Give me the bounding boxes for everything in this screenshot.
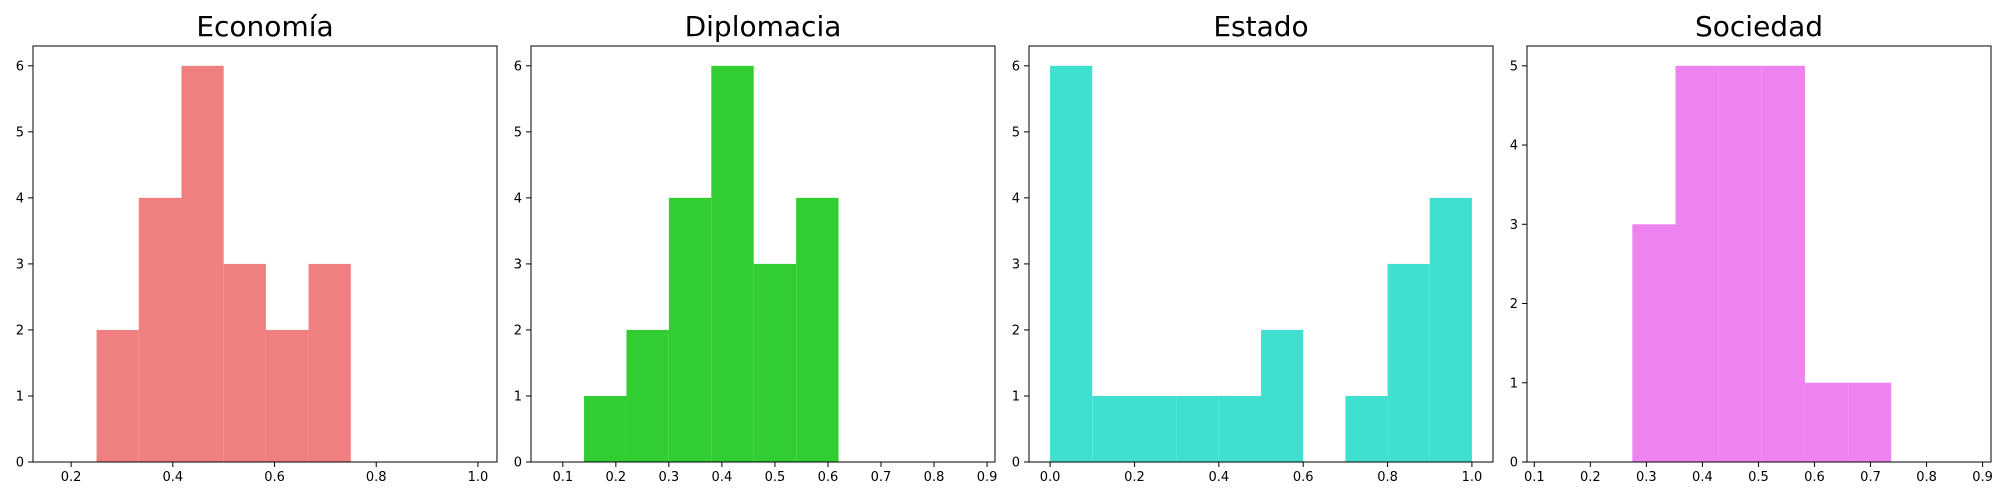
x-tick-label: 0.4 xyxy=(1692,470,1713,485)
x-tick-label: 0.8 xyxy=(924,470,945,485)
histogram-bar xyxy=(711,65,754,463)
x-tick-label: 0.0 xyxy=(1040,470,1061,485)
y-tick-label: 2 xyxy=(1510,297,1518,312)
y-tick-label: 6 xyxy=(514,59,522,74)
histogram-bar xyxy=(1387,263,1430,462)
x-tick-label: 0.3 xyxy=(1636,470,1657,485)
histogram-bar xyxy=(1345,395,1388,462)
histogram-bar xyxy=(1261,329,1304,462)
x-tick-label: 0.8 xyxy=(1916,470,1937,485)
histogram-bar xyxy=(1848,382,1892,462)
histogram-bar xyxy=(1718,65,1762,463)
x-tick-label: 0.1 xyxy=(1524,470,1545,485)
chart-title: Estado xyxy=(1213,10,1308,43)
subplot-1: Economía 0.2 0.4 0.6 0.8 1.0 0 1 2 3 4 5 6 xyxy=(16,10,498,485)
x-tick-label: 1.0 xyxy=(1462,470,1483,485)
x-tick-label: 0.2 xyxy=(1580,470,1601,485)
y-tick-label: 3 xyxy=(1510,218,1518,233)
histogram-bar xyxy=(1804,382,1849,462)
y-tick-label: 2 xyxy=(1012,323,1020,338)
subplot-3: Estado 0.0 0.2 0.4 0.6 0.8 1.0 0 1 2 3 4 5 6 xyxy=(1012,10,1494,485)
histogram-bar xyxy=(668,197,712,462)
chart-title: Sociedad xyxy=(1695,10,1823,43)
x-tick-label: 0.5 xyxy=(765,470,786,485)
x-tick-label: 0.4 xyxy=(162,470,183,485)
histogram-bar xyxy=(1050,65,1093,463)
histogram-bar xyxy=(1134,395,1177,462)
x-tick-label: 0.4 xyxy=(1208,470,1229,485)
histogram-bar xyxy=(626,329,669,462)
subplot-4: Sociedad 0.1 0.2 0.3 0.4 0.5 0.6 0.7 0.8 0.9 0 1 2 3 4… xyxy=(1510,10,1993,485)
x-tick-label: 0.2 xyxy=(606,470,627,485)
y-tick-label: 4 xyxy=(16,191,24,206)
histogram-bar xyxy=(138,197,182,462)
histogram-bar xyxy=(1761,65,1805,463)
histogram-bar xyxy=(1092,395,1135,462)
x-tick-label: 0.4 xyxy=(712,470,733,485)
y-tick-label: 6 xyxy=(1012,59,1020,74)
y-tick-label: 5 xyxy=(514,125,522,140)
y-tick-label: 4 xyxy=(1510,139,1518,154)
y-tick-label: 4 xyxy=(514,191,522,206)
x-tick-label: 0.6 xyxy=(818,470,839,485)
x-tick-label: 0.5 xyxy=(1748,470,1769,485)
histogram-bar xyxy=(1429,197,1472,462)
y-tick-label: 4 xyxy=(1012,191,1020,206)
y-tick-label: 3 xyxy=(514,257,522,272)
y-tick-label: 3 xyxy=(1012,257,1020,272)
subplot-2: Diplomacia 0.1 0.2 0.3 0.4 0.5 0.6 0.7 0.8 0.9 0 1 2… xyxy=(514,10,998,485)
axes-frame xyxy=(1526,45,1992,463)
histogram-bar xyxy=(181,65,224,463)
axes-frame xyxy=(530,45,996,463)
chart-title: Diplomacia xyxy=(685,10,842,43)
histogram-bar xyxy=(1176,395,1219,462)
x-tick-label: 0.6 xyxy=(1293,470,1314,485)
x-tick-label: 0.7 xyxy=(871,470,892,485)
y-tick-label: 2 xyxy=(16,323,24,338)
y-tick-label: 0 xyxy=(1510,456,1518,471)
x-tick-label: 0.1 xyxy=(552,470,573,485)
y-tick-label: 5 xyxy=(1012,125,1020,140)
x-tick-label: 0.3 xyxy=(659,470,680,485)
axes-frame xyxy=(32,45,498,463)
y-tick-label: 2 xyxy=(514,323,522,338)
y-tick-label: 1 xyxy=(1510,376,1518,391)
x-tick-label: 0.6 xyxy=(1804,470,1825,485)
y-tick-label: 5 xyxy=(16,125,24,140)
y-tick-label: 5 xyxy=(1510,59,1518,74)
y-tick-label: 1 xyxy=(514,389,522,404)
histogram-bar xyxy=(584,395,627,462)
y-tick-label: 0 xyxy=(1012,456,1020,471)
x-tick-label: 1.0 xyxy=(468,470,489,485)
y-tick-label: 1 xyxy=(16,389,24,404)
y-tick-label: 1 xyxy=(1012,389,1020,404)
y-tick-label: 6 xyxy=(16,59,24,74)
chart-title: Economía xyxy=(196,10,333,43)
x-tick-label: 0.6 xyxy=(264,470,285,485)
histogram-bar xyxy=(96,329,139,462)
y-tick-label: 0 xyxy=(16,456,24,471)
x-tick-label: 0.8 xyxy=(366,470,387,485)
axes-frame xyxy=(1028,45,1494,463)
x-tick-label: 0.2 xyxy=(1124,470,1145,485)
histogram-bar xyxy=(796,197,839,462)
x-tick-label: 0.9 xyxy=(977,470,998,485)
histogram-bar xyxy=(753,263,797,462)
histogram-bar xyxy=(1218,395,1261,462)
histogram-bar xyxy=(308,263,351,462)
x-tick-label: 0.9 xyxy=(1972,470,1993,485)
histogram-bar xyxy=(1675,65,1719,463)
x-tick-label: 0.2 xyxy=(61,470,82,485)
y-tick-label: 0 xyxy=(514,456,522,471)
histogram-bar xyxy=(265,329,309,462)
x-tick-label: 0.8 xyxy=(1377,470,1398,485)
x-tick-label: 0.7 xyxy=(1860,470,1881,485)
histogram-bar xyxy=(223,263,266,462)
y-tick-label: 3 xyxy=(16,257,24,272)
histogram-bar xyxy=(1632,224,1676,462)
